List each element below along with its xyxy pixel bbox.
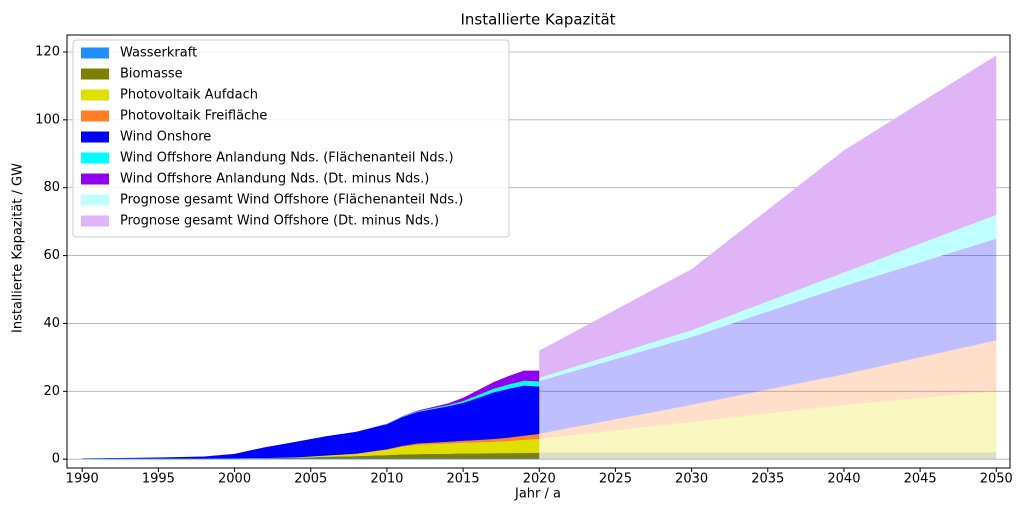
area — [539, 55, 997, 378]
x-tick-label: 1995 — [142, 472, 175, 487]
area — [539, 340, 997, 439]
x-tick-label: 2020 — [523, 472, 556, 487]
x-tick-label: 2000 — [218, 472, 251, 487]
legend: Wasserkraft Biomasse Photovoltaik Aufdach P… — [72, 39, 510, 238]
legend-label: Prognose gesamt Wind Offshore (Dt. minus… — [120, 214, 439, 229]
legend-label: Photovoltaik Aufdach — [120, 88, 258, 103]
legend-swatch — [81, 68, 109, 80]
area — [539, 391, 997, 453]
legend-label: Prognose gesamt Wind Offshore (Flächenan… — [120, 193, 463, 208]
legend-swatch — [81, 215, 109, 227]
legend-label: Wind Offshore Anlandung Nds. (Dt. minus … — [120, 172, 429, 187]
y-tick-label: 80 — [43, 180, 60, 195]
x-tick-label: 2015 — [447, 472, 480, 487]
legend-label: Photovoltaik Freifläche — [120, 109, 267, 124]
legend-swatch — [81, 173, 109, 185]
area — [539, 458, 997, 460]
legend-label: Wind Onshore — [120, 130, 211, 145]
x-tick-label: 2050 — [980, 472, 1013, 487]
legend-swatch — [81, 47, 109, 59]
area — [82, 439, 540, 459]
area — [539, 214, 997, 382]
legend-box — [72, 39, 510, 238]
legend-swatch — [81, 89, 109, 101]
legend-label: Biomasse — [120, 67, 183, 82]
area — [82, 458, 540, 460]
y-tick-label: 60 — [43, 248, 60, 263]
y-axis-label: Installierte Kapazität / GW — [11, 163, 26, 333]
legend-swatch — [81, 194, 109, 206]
legend-swatch — [81, 131, 109, 143]
x-axis-label: Jahr / a — [514, 487, 561, 502]
x-tick-label: 2025 — [599, 472, 632, 487]
legend-label: Wasserkraft — [120, 46, 197, 61]
legend-swatch — [81, 152, 109, 164]
chart-title: Installierte Kapazität — [460, 11, 615, 29]
y-tick-label: 100 — [35, 112, 60, 127]
y-tick-label: 0 — [52, 452, 60, 467]
legend-swatch — [81, 110, 109, 122]
area — [82, 452, 540, 459]
x-tick-label: 2035 — [751, 472, 784, 487]
area — [539, 238, 997, 434]
y-tick-label: 20 — [43, 384, 60, 399]
y-tick-label: 40 — [43, 316, 60, 331]
area — [82, 385, 540, 459]
area — [539, 452, 997, 459]
x-tick-label: 2040 — [827, 472, 860, 487]
legend-label: Wind Offshore Anlandung Nds. (Flächenant… — [120, 151, 454, 166]
y-tick-label: 120 — [35, 44, 60, 59]
x-tick-label: 2010 — [370, 472, 403, 487]
x-tick-label: 2045 — [904, 472, 937, 487]
x-tick-label: 2005 — [294, 472, 327, 487]
plot-frame — [66, 34, 1011, 469]
x-tick-label: 2030 — [675, 472, 708, 487]
x-tick-label: 1990 — [66, 472, 99, 487]
